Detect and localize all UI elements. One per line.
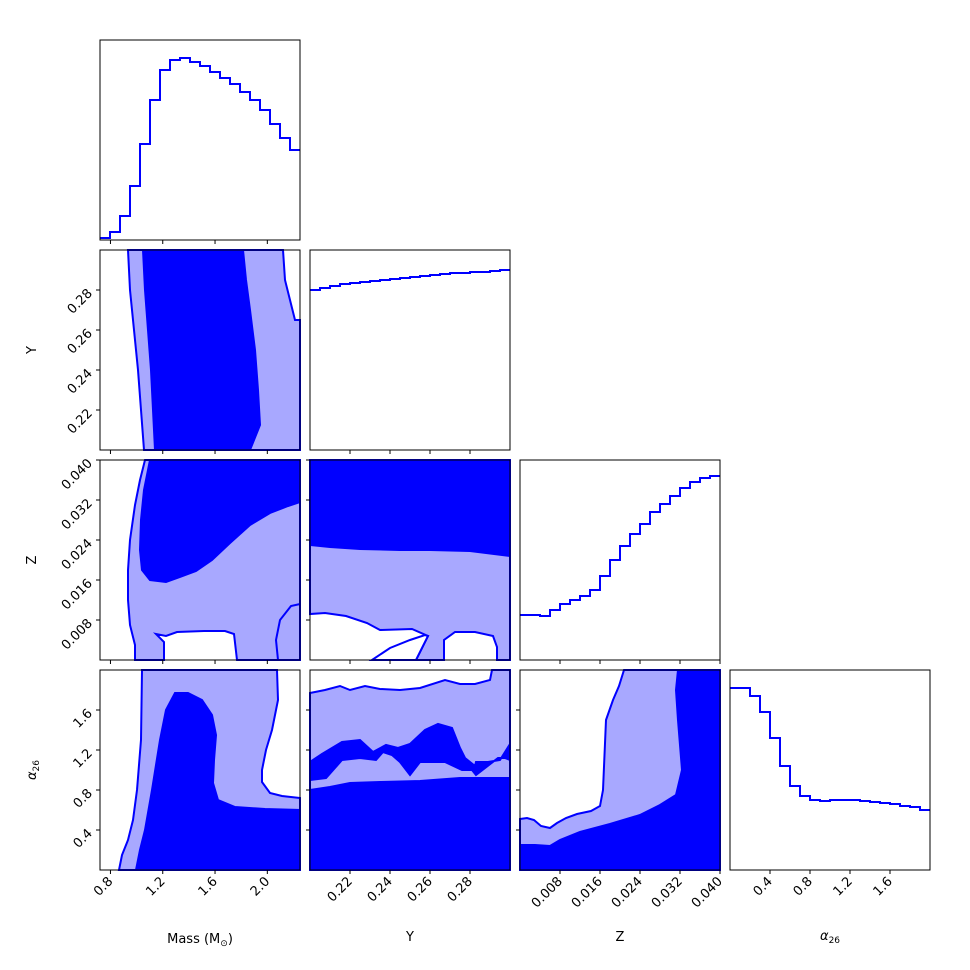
panel-alpha-vs-Y xyxy=(309,669,511,871)
xlabel-alpha26: α26 xyxy=(820,929,840,946)
panel-frame-r0-c0 xyxy=(99,39,301,241)
ytick-label-Y: 0.22 xyxy=(65,406,96,437)
xtick-label-Z: 0.016 xyxy=(569,874,606,911)
panel-frame-r2-c2 xyxy=(519,459,721,661)
panel-Z-vs-mass xyxy=(127,459,301,661)
xtick-label-mass: 2.0 xyxy=(248,874,273,899)
xtick-label-alpha26: 1.2 xyxy=(831,874,856,899)
xtick-label-Z: 0.008 xyxy=(529,874,566,911)
xtick-label-Y: 0.24 xyxy=(365,874,396,905)
ytick-label-Z: 0.016 xyxy=(59,576,96,613)
panel-frame-r3-c3 xyxy=(729,669,931,871)
xtick-label-alpha26: 1.6 xyxy=(871,874,896,899)
contour-inner-Z-mass xyxy=(138,459,301,584)
panel-frame-r1-c1 xyxy=(309,249,511,451)
panel-frame-r2-c0 xyxy=(99,459,301,661)
ylabel-alpha26: α26 xyxy=(25,760,42,780)
panel-alpha-vs-Z xyxy=(519,669,721,871)
histogram-alpha26 xyxy=(730,687,930,811)
ytick-label-Z: 0.008 xyxy=(59,616,96,653)
ytick-label-alpha26: 1.2 xyxy=(71,746,96,771)
xtick-label-mass: 1.6 xyxy=(196,874,221,899)
panel-frame-r2-c1 xyxy=(309,459,511,661)
xlabel-Z: Z xyxy=(616,930,625,945)
histogram-line-Y xyxy=(310,269,510,291)
ytick-label-Z: 0.024 xyxy=(59,536,96,573)
xtick-label-mass: 0.8 xyxy=(91,874,116,899)
ytick-label-alpha26: 0.4 xyxy=(71,826,96,851)
panel-frame-r1-c0 xyxy=(99,249,301,451)
xtick-label-alpha26: 0.4 xyxy=(751,874,776,899)
contour-inner-Y-mass xyxy=(141,249,262,451)
xtick-label-Y: 0.28 xyxy=(445,874,476,905)
histogram-line-alpha26 xyxy=(730,687,930,811)
xlabel-Y: Y xyxy=(405,930,414,945)
panel-frame-r3-c1 xyxy=(309,669,511,871)
ytick-label-alpha26: 1.6 xyxy=(71,706,96,731)
ylabel-Y: Y xyxy=(25,346,40,355)
histogram-line-mass xyxy=(100,57,300,239)
xtick-label-alpha26: 0.8 xyxy=(791,874,816,899)
xtick-label-Y: 0.22 xyxy=(325,874,356,905)
xtick-label-Z: 0.024 xyxy=(609,874,646,911)
histogram-Z xyxy=(520,475,720,617)
ytick-label-alpha26: 0.8 xyxy=(71,786,96,811)
histogram-line-Z xyxy=(520,475,720,617)
panel-frame-r3-c0 xyxy=(99,669,301,871)
ytick-label-Y: 0.28 xyxy=(65,286,96,317)
xtick-label-Y: 0.26 xyxy=(405,874,436,905)
ytick-label-Y: 0.24 xyxy=(65,366,96,397)
panel-Z-vs-Y xyxy=(309,459,511,661)
contour-inner-Z-Y xyxy=(309,459,511,558)
contour-inner-alpha-Y xyxy=(309,777,511,871)
panel-frame-r3-c2 xyxy=(519,669,721,871)
panel-Y-vs-mass xyxy=(126,249,301,451)
contour-inner-alpha-mass xyxy=(134,692,301,871)
xtick-label-Z: 0.040 xyxy=(689,874,726,911)
histogram-Y xyxy=(310,269,510,291)
xtick-label-Z: 0.032 xyxy=(649,874,686,911)
histogram-mass xyxy=(100,57,300,239)
panel-frames xyxy=(99,39,931,871)
ytick-label-Z: 0.032 xyxy=(59,496,96,533)
ytick-label-Z: 0.040 xyxy=(59,456,96,493)
xtick-label-mass: 1.2 xyxy=(143,874,168,899)
ylabel-Z: Z xyxy=(25,555,40,564)
ytick-label-Y: 0.26 xyxy=(65,326,96,357)
panel-alpha-vs-mass xyxy=(117,669,301,871)
xlabel-mass: Mass (M⊙) xyxy=(167,932,233,949)
